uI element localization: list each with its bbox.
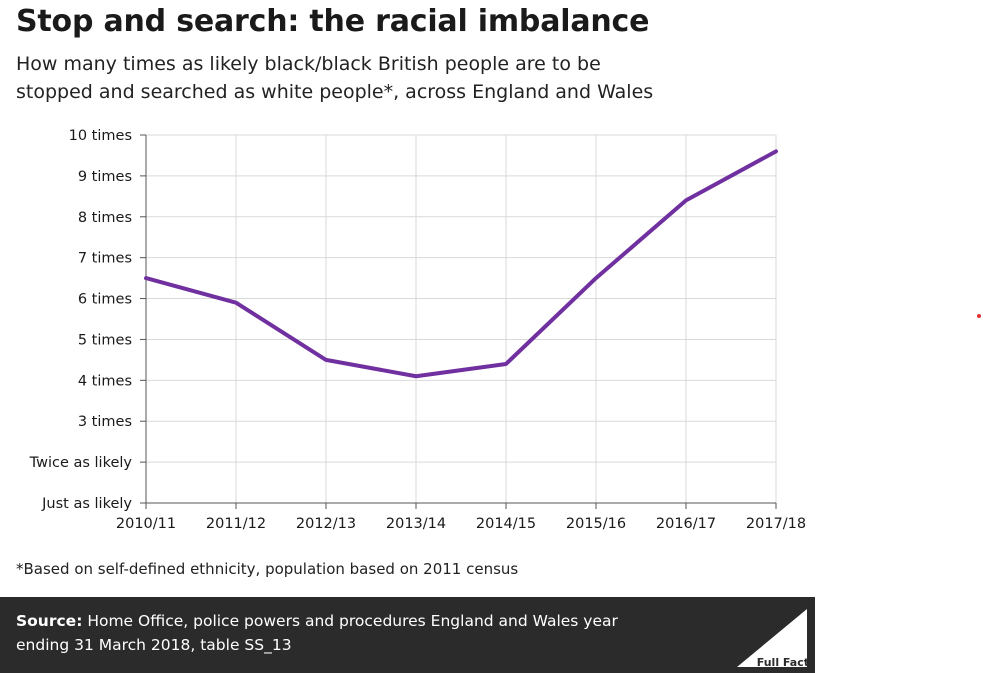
y-axis-tick-labels: Just as likely Twice as likely 3 times 4 ti…	[29, 128, 133, 512]
x-tick-label: 2010/11	[116, 516, 176, 532]
x-tick-label: 2016/17	[656, 516, 716, 532]
y-tick-label: Just as likely	[41, 496, 132, 512]
chart-title: Stop and search: the racial imbalance	[16, 4, 650, 39]
y-tick-label: 7 times	[78, 251, 132, 267]
data-point	[415, 375, 417, 377]
data-point	[235, 302, 237, 304]
data-point	[325, 359, 327, 361]
chart-subtitle: How many times as likely black/black Bri…	[16, 50, 776, 106]
red-dot-marker	[977, 314, 981, 318]
y-tick-label: 4 times	[78, 373, 132, 389]
data-point	[145, 277, 147, 279]
data-point	[775, 150, 777, 152]
x-tick-label: 2015/16	[566, 516, 626, 532]
x-tick-label: 2011/12	[206, 516, 266, 532]
x-tick-label: 2014/15	[476, 516, 536, 532]
line-chart: Just as likely Twice as likely 3 times 4 ti…	[29, 128, 807, 532]
series-line	[144, 149, 778, 379]
data-point	[505, 363, 507, 365]
logo-text: Full Fact	[756, 656, 809, 669]
axes	[140, 134, 777, 509]
footnote: *Based on self-defined ethnicity, popula…	[16, 560, 519, 578]
subtitle-line-2: stopped and searched as white people*, a…	[16, 81, 654, 103]
data-point	[595, 277, 597, 279]
data-point	[685, 199, 687, 201]
y-tick-label: 8 times	[78, 210, 132, 226]
x-tick-label: 2013/14	[386, 516, 446, 532]
x-tick-label: 2012/13	[296, 516, 356, 532]
y-tick-label: 9 times	[78, 169, 132, 185]
y-tick-label: 6 times	[78, 292, 132, 308]
y-tick-label: Twice as likely	[29, 455, 133, 471]
y-tick-label: 3 times	[78, 414, 132, 430]
source-label: Source:	[16, 612, 83, 630]
x-axis-tick-labels: 2010/11 2011/12 2012/13 2013/14 2014/15 2015/…	[116, 516, 806, 532]
source-text: Source: Home Office, police powers and p…	[16, 609, 726, 657]
grid-lines	[146, 134, 777, 503]
source-bar: Source: Home Office, police powers and p…	[0, 597, 815, 673]
subtitle-line-1: How many times as likely black/black Bri…	[16, 53, 601, 75]
y-tick-label: 5 times	[78, 332, 132, 348]
full-fact-logo-icon	[737, 609, 807, 667]
source-line-1: Home Office, police powers and procedure…	[82, 612, 618, 630]
series-layer	[144, 149, 778, 379]
source-line-2: ending 31 March 2018, table SS_13	[16, 636, 292, 654]
y-tick-label: 10 times	[69, 128, 132, 144]
x-tick-label: 2017/18	[746, 516, 806, 532]
